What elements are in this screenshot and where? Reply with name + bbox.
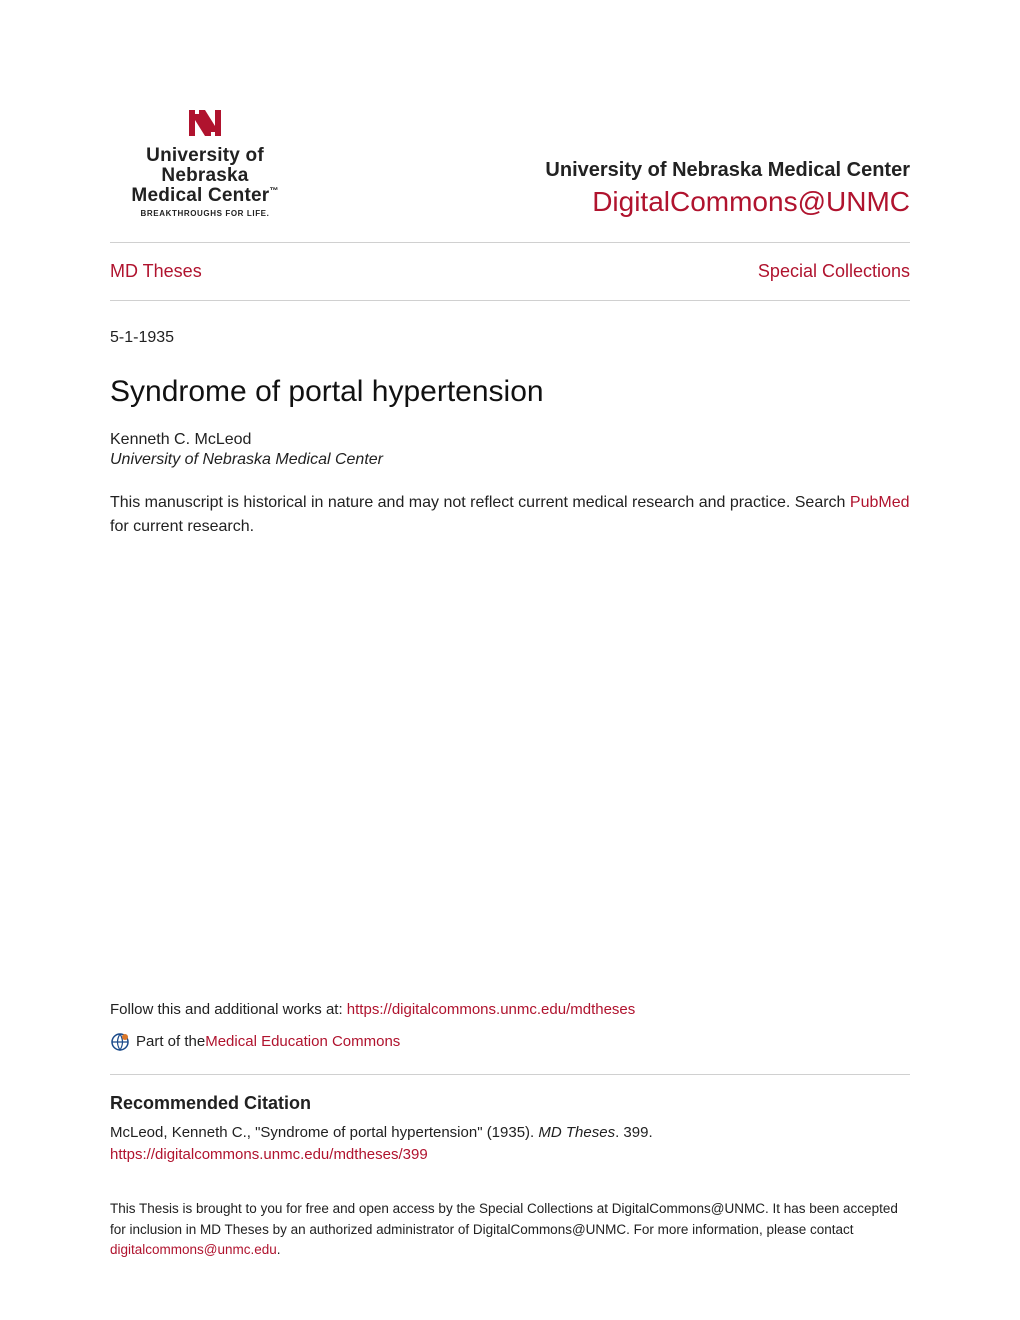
breadcrumb: MD Theses Special Collections [110, 243, 910, 301]
page-header: University of Nebraska Medical Center™ B… [110, 100, 910, 243]
nav-special-collections-link[interactable]: Special Collections [758, 261, 910, 282]
publication-date: 5-1-1935 [110, 329, 910, 347]
access-statement: This Thesis is brought to you for free a… [110, 1199, 910, 1260]
logo-line1: University of Nebraska [110, 146, 300, 186]
follow-prefix: Follow this and additional works at: [110, 1001, 347, 1018]
divider [110, 1074, 910, 1075]
contact-email-link[interactable]: digitalcommons@unmc.edu [110, 1242, 277, 1257]
citation-heading: Recommended Citation [110, 1093, 910, 1114]
citation-url-link[interactable]: https://digitalcommons.unmc.edu/mdtheses… [110, 1146, 910, 1163]
citation-series: MD Theses [538, 1124, 615, 1141]
logo-line2: Medical Center™ [131, 186, 278, 206]
author-affiliation: University of Nebraska Medical Center [110, 451, 910, 469]
logo-tagline: BREAKTHROUGHS FOR LIFE. [141, 209, 270, 218]
citation-prefix: McLeod, Kenneth C., "Syndrome of portal … [110, 1124, 538, 1141]
disclaimer-prefix: This manuscript is historical in nature … [110, 494, 850, 511]
disclaimer-suffix: for current research. [110, 518, 254, 535]
author-name: Kenneth C. McLeod [110, 431, 910, 449]
nebraska-n-icon [185, 100, 225, 140]
follow-url-link[interactable]: https://digitalcommons.unmc.edu/mdtheses [347, 1001, 635, 1018]
footer-suffix: . [277, 1242, 281, 1257]
pubmed-link[interactable]: PubMed [850, 494, 910, 511]
footer-prefix: This Thesis is brought to you for free a… [110, 1201, 898, 1236]
disclaimer-text: This manuscript is historical in nature … [110, 491, 910, 539]
part-of-prefix: Part of the [136, 1033, 205, 1050]
repository-link[interactable]: DigitalCommons@UNMC [592, 186, 910, 217]
nav-collection-link[interactable]: MD Theses [110, 261, 202, 282]
follow-works: Follow this and additional works at: htt… [110, 1001, 910, 1018]
document-title: Syndrome of portal hypertension [110, 375, 910, 409]
commons-link[interactable]: Medical Education Commons [205, 1033, 400, 1050]
citation-suffix: . 399. [615, 1124, 653, 1141]
part-of-line: Part of the Medical Education Commons [110, 1032, 910, 1052]
header-right: University of Nebraska Medical Center Di… [545, 159, 910, 218]
network-icon [110, 1032, 130, 1052]
institution-name: University of Nebraska Medical Center [545, 159, 910, 182]
institution-logo: University of Nebraska Medical Center™ B… [110, 100, 300, 218]
footer-section: Follow this and additional works at: htt… [110, 1001, 910, 1260]
citation-text: McLeod, Kenneth C., "Syndrome of portal … [110, 1122, 910, 1145]
